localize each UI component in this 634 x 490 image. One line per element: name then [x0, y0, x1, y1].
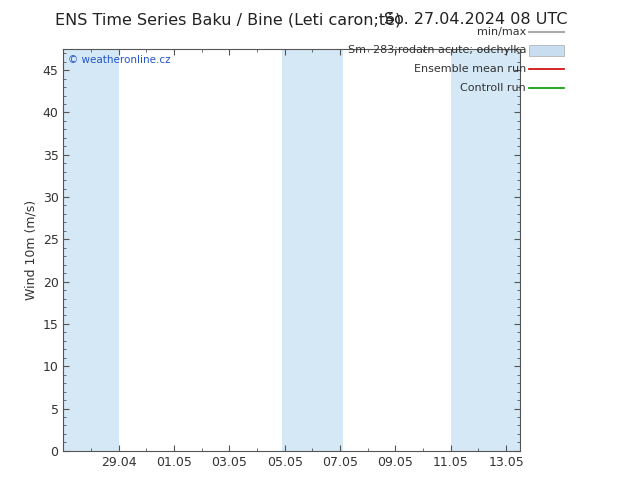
Bar: [282, 49, 343, 451]
Text: ENS Time Series Baku / Bine (Leti caron;tě): ENS Time Series Baku / Bine (Leti caron;…: [55, 12, 401, 28]
Text: Controll run: Controll run: [460, 83, 526, 93]
Bar: [63, 49, 119, 451]
Text: So. 27.04.2024 08 UTC: So. 27.04.2024 08 UTC: [384, 12, 567, 27]
Text: min/max: min/max: [477, 27, 526, 37]
Bar: [451, 49, 520, 451]
Y-axis label: Wind 10m (m/s): Wind 10m (m/s): [24, 200, 37, 300]
Text: Sm  283;rodatn acute; odchylka: Sm 283;rodatn acute; odchylka: [347, 46, 526, 55]
Text: Ensemble mean run: Ensemble mean run: [414, 64, 526, 74]
Text: © weatheronline.cz: © weatheronline.cz: [68, 55, 171, 65]
